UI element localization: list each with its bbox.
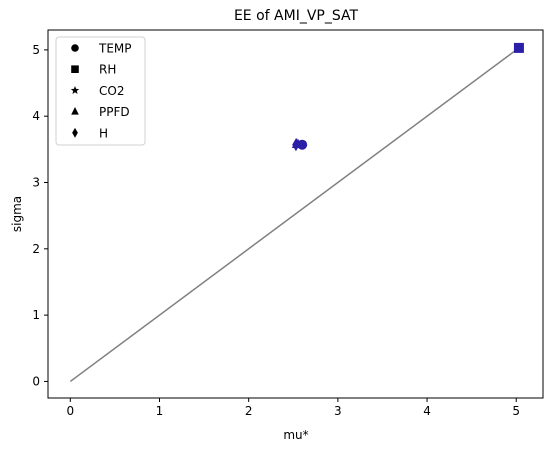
y-tick-label: 4 <box>32 109 40 123</box>
legend-label-ppfd: PPFD <box>99 105 130 119</box>
data-point-rh <box>513 42 524 53</box>
legend-box <box>55 36 146 146</box>
plot-area <box>47 29 544 399</box>
x-axis-label: mu* <box>283 428 308 442</box>
legend-marker-ppfd <box>71 107 79 115</box>
y-axis-label: sigma <box>10 196 24 232</box>
legend-marker-co2 <box>70 86 80 94</box>
y-tick-label: 1 <box>32 308 40 322</box>
legend-marker-temp <box>71 44 79 52</box>
x-tick-label: 0 <box>66 404 74 418</box>
data-point-h <box>292 138 300 152</box>
legend-marker-rh <box>71 65 79 73</box>
x-tick-label: 1 <box>156 404 164 418</box>
y-tick-label: 3 <box>32 176 40 190</box>
legend: TEMP RH CO2 PPFD H <box>55 36 146 146</box>
x-tick-label: 5 <box>512 404 520 418</box>
y-tick-label: 5 <box>32 43 40 57</box>
reference-line <box>69 45 522 383</box>
legend-label-h: H <box>99 126 108 140</box>
legend-marker-h <box>72 127 78 138</box>
chart-title: EE of AMI_VP_SAT <box>234 8 359 24</box>
legend-label-temp: TEMP <box>98 42 132 56</box>
x-tick-label: 3 <box>334 404 342 418</box>
y-tick-label: 2 <box>32 242 40 256</box>
y-tick-label: 0 <box>32 374 40 388</box>
legend-label-co2: CO2 <box>99 84 124 98</box>
legend-label-rh: RH <box>99 63 116 77</box>
x-tick-label: 4 <box>423 404 431 418</box>
x-tick-label: 2 <box>245 404 253 418</box>
